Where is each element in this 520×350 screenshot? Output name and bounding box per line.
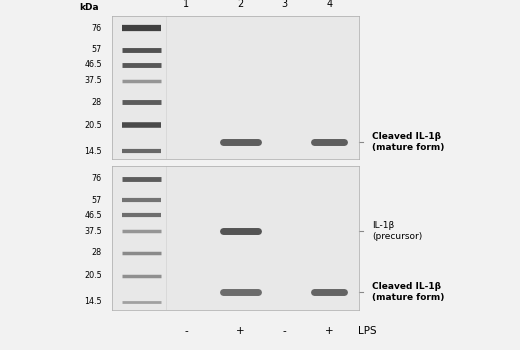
Text: 14.5: 14.5	[84, 297, 102, 306]
Text: 3: 3	[282, 0, 288, 8]
Text: 2: 2	[237, 0, 243, 8]
Text: 1: 1	[183, 0, 189, 8]
Text: 46.5: 46.5	[84, 211, 102, 220]
Text: 76: 76	[92, 24, 102, 33]
Text: 28: 28	[92, 248, 102, 257]
Text: 14.5: 14.5	[84, 147, 102, 156]
Text: 57: 57	[92, 45, 102, 54]
Text: 4: 4	[326, 0, 332, 8]
Text: 20.5: 20.5	[84, 121, 102, 130]
Text: 37.5: 37.5	[84, 76, 102, 85]
Text: -: -	[184, 326, 188, 336]
Text: 37.5: 37.5	[84, 227, 102, 236]
Text: 57: 57	[92, 196, 102, 205]
Text: +: +	[325, 326, 333, 336]
Text: kDa: kDa	[80, 3, 99, 12]
Text: 46.5: 46.5	[84, 60, 102, 69]
Text: 28: 28	[92, 98, 102, 107]
Text: 76: 76	[92, 174, 102, 183]
Text: +: +	[236, 326, 244, 336]
Text: LPS: LPS	[358, 326, 376, 336]
Text: 20.5: 20.5	[84, 272, 102, 280]
Text: -: -	[283, 326, 287, 336]
Text: IL-1β
(precursor): IL-1β (precursor)	[372, 221, 422, 241]
Text: Cleaved IL-1β
(mature form): Cleaved IL-1β (mature form)	[372, 282, 444, 302]
Text: Cleaved IL-1β
(mature form): Cleaved IL-1β (mature form)	[372, 132, 444, 152]
